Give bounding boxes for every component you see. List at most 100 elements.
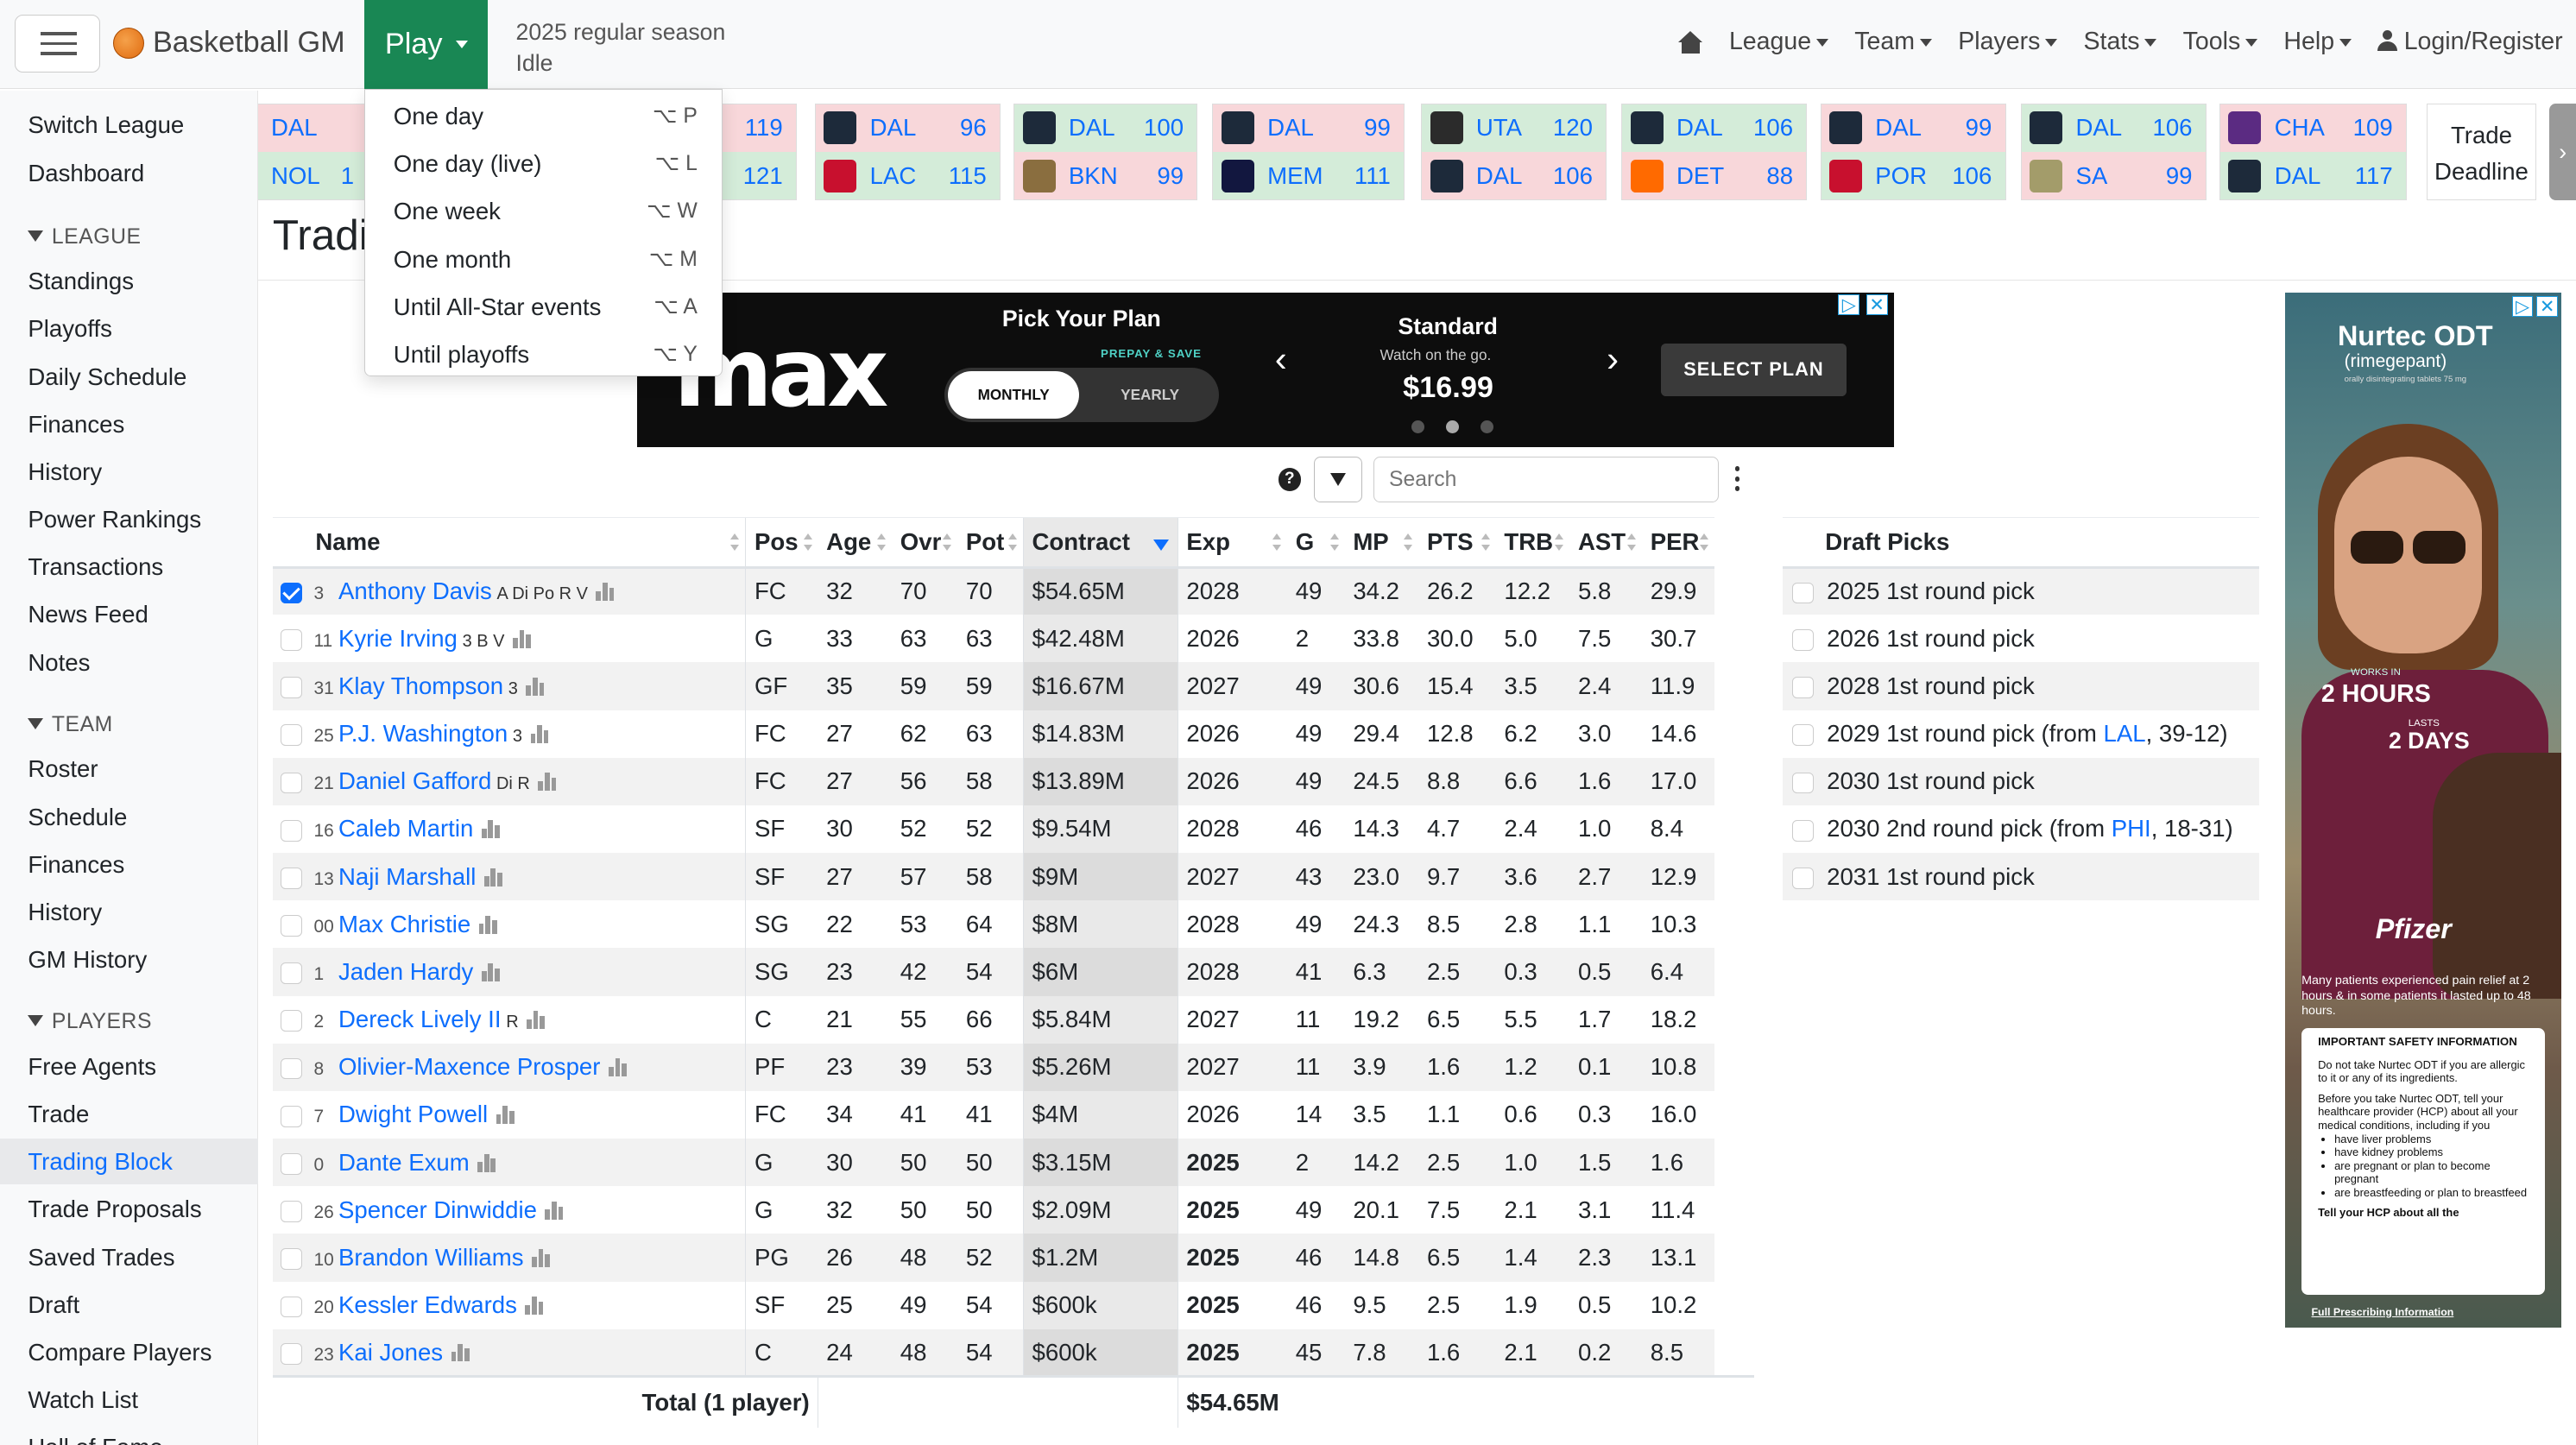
game-box[interactable]: DAL 106 DET 88 bbox=[1621, 103, 1808, 201]
column-header-name[interactable]: Name bbox=[272, 517, 746, 569]
stats-bar-chart-icon[interactable] bbox=[526, 676, 546, 696]
sidebar-item-trade[interactable]: Trade bbox=[28, 1101, 90, 1127]
player-name-link[interactable]: Dante Exum bbox=[338, 1148, 470, 1176]
team-abbrev[interactable]: DAL bbox=[270, 114, 318, 142]
nav-stats[interactable]: Stats bbox=[2084, 28, 2157, 56]
trade-checkbox[interactable] bbox=[281, 677, 303, 699]
sidebar-item-daily-schedule[interactable]: Daily Schedule bbox=[28, 363, 187, 390]
trade-checkbox[interactable] bbox=[281, 1248, 303, 1271]
sidebar-item-power-rankings[interactable]: Power Rankings bbox=[28, 506, 202, 533]
more-options-icon[interactable] bbox=[1734, 466, 1742, 495]
player-name-link[interactable]: Anthony Davis bbox=[338, 577, 492, 605]
team-abbrev[interactable]: BKN bbox=[1068, 161, 1118, 189]
trade-checkbox[interactable] bbox=[281, 819, 303, 842]
chevron-left-icon[interactable]: ‹ bbox=[1274, 338, 1287, 379]
select-plan-button[interactable]: SELECT PLAN bbox=[1660, 343, 1847, 396]
sidebar-item-draft[interactable]: Draft bbox=[28, 1290, 80, 1318]
stats-bar-chart-icon[interactable] bbox=[532, 1247, 552, 1267]
trade-checkbox[interactable] bbox=[281, 867, 303, 889]
stats-bar-chart-icon[interactable] bbox=[596, 581, 616, 602]
trade-checkbox[interactable] bbox=[281, 772, 303, 794]
player-name-link[interactable]: Brandon Williams bbox=[338, 1244, 524, 1271]
player-name-link[interactable]: Caleb Martin bbox=[338, 815, 474, 842]
game-box[interactable]: DAL NOL 1 bbox=[257, 103, 369, 201]
player-name-link[interactable]: Jaden Hardy bbox=[338, 957, 474, 985]
safety-info-box[interactable]: IMPORTANT SAFETY INFORMATION Do not take… bbox=[2301, 1028, 2545, 1295]
player-name-link[interactable]: Olivier-Maxence Prosper bbox=[338, 1053, 601, 1081]
player-name-link[interactable]: Klay Thompson bbox=[338, 672, 504, 699]
nav-team[interactable]: Team bbox=[1854, 28, 1932, 56]
game-box[interactable]: DAL 99 MEM 111 bbox=[1212, 103, 1405, 201]
player-name-link[interactable]: Kai Jones bbox=[338, 1338, 444, 1366]
game-box[interactable]: DAL 106 SA 99 bbox=[2020, 103, 2207, 201]
column-header-trb[interactable]: TRB bbox=[1495, 517, 1570, 569]
team-abbrev[interactable]: NOL bbox=[270, 161, 320, 189]
monthly-option[interactable]: MONTHLY bbox=[948, 371, 1080, 420]
sidebar-item-trade-proposals[interactable]: Trade Proposals bbox=[28, 1196, 202, 1223]
sidebar-item-standings[interactable]: Standings bbox=[28, 268, 135, 295]
scoreboard-next-button[interactable]: › bbox=[2549, 103, 2576, 201]
yearly-option[interactable]: YEARLY bbox=[1121, 386, 1179, 403]
team-abbrev[interactable]: CHA bbox=[2274, 114, 2325, 142]
column-header-pos[interactable]: Pos bbox=[745, 517, 818, 569]
team-abbrev[interactable]: LAC bbox=[869, 161, 917, 189]
column-header-g[interactable]: G bbox=[1287, 517, 1345, 569]
carousel-dot[interactable] bbox=[1480, 420, 1493, 434]
stats-bar-chart-icon[interactable] bbox=[481, 962, 502, 981]
draft-pick-checkbox[interactable] bbox=[1792, 677, 1814, 699]
team-abbrev[interactable]: DAL bbox=[1267, 114, 1314, 142]
player-name-link[interactable]: Kessler Edwards bbox=[338, 1291, 517, 1319]
brand-logo[interactable]: Basketball GM bbox=[113, 26, 345, 60]
nav-help[interactable]: Help bbox=[2283, 28, 2352, 56]
column-header-pts[interactable]: PTS bbox=[1418, 517, 1496, 569]
stats-bar-chart-icon[interactable] bbox=[451, 1342, 471, 1362]
sidebar-item-roster[interactable]: Roster bbox=[28, 755, 98, 783]
sidebar-item-dashboard[interactable]: Dashboard bbox=[28, 159, 145, 186]
play-menu-button[interactable]: Play bbox=[364, 0, 489, 89]
home-icon[interactable] bbox=[1677, 30, 1703, 54]
sidebar-item-playoffs[interactable]: Playoffs bbox=[28, 315, 112, 343]
stats-bar-chart-icon[interactable] bbox=[483, 867, 504, 887]
trade-checkbox[interactable] bbox=[281, 1296, 303, 1318]
adchoices-icon[interactable]: ▷ bbox=[1838, 293, 1860, 316]
player-name-link[interactable]: Kyrie Irving bbox=[338, 624, 458, 652]
team-abbrev[interactable]: DAL bbox=[1068, 114, 1115, 142]
stats-bar-chart-icon[interactable] bbox=[477, 1152, 497, 1172]
sidebar-item-watch-list[interactable]: Watch List bbox=[28, 1386, 139, 1414]
trade-checkbox[interactable] bbox=[281, 629, 303, 651]
carousel-dot[interactable] bbox=[1411, 420, 1424, 434]
trade-checkbox[interactable] bbox=[281, 1105, 303, 1127]
team-abbrev[interactable]: MEM bbox=[1267, 161, 1323, 189]
sidebar-item-gm-history[interactable]: GM History bbox=[28, 946, 148, 974]
team-abbrev[interactable]: DAL bbox=[1676, 114, 1723, 142]
team-abbrev[interactable]: DAL bbox=[1875, 114, 1922, 142]
stats-bar-chart-icon[interactable] bbox=[496, 1105, 516, 1125]
trade-checkbox[interactable] bbox=[281, 1201, 303, 1222]
trade-checkbox[interactable] bbox=[281, 1153, 303, 1175]
stats-bar-chart-icon[interactable] bbox=[527, 1009, 546, 1030]
sidebar-item-finances[interactable]: Finances bbox=[28, 410, 125, 438]
team-abbrev[interactable]: DAL bbox=[1475, 161, 1523, 189]
stats-bar-chart-icon[interactable] bbox=[538, 771, 558, 792]
trade-checkbox[interactable] bbox=[281, 582, 303, 604]
nurtec-advertisement[interactable]: Nurtec ODT (rimegepant) orally disintegr… bbox=[2285, 292, 2561, 1328]
help-icon[interactable]: ? bbox=[1278, 468, 1302, 491]
column-header-ovr[interactable]: Ovr bbox=[892, 517, 958, 569]
chevron-right-icon[interactable]: › bbox=[1607, 338, 1619, 379]
nav-league[interactable]: League bbox=[1729, 28, 1828, 56]
draft-pick-checkbox[interactable] bbox=[1792, 724, 1814, 747]
team-abbrev[interactable]: DAL bbox=[2075, 114, 2123, 142]
stats-bar-chart-icon[interactable] bbox=[608, 1057, 628, 1077]
draft-pick-checkbox[interactable] bbox=[1792, 819, 1814, 842]
search-input[interactable] bbox=[1373, 457, 1719, 503]
player-name-link[interactable]: Max Christie bbox=[338, 910, 471, 937]
sidebar-item-saved-trades[interactable]: Saved Trades bbox=[28, 1243, 175, 1271]
stats-bar-chart-icon[interactable] bbox=[530, 723, 551, 743]
sidebar-item-hall-of-fame[interactable]: Hall of Fame bbox=[28, 1434, 162, 1445]
draft-pick-checkbox[interactable] bbox=[1792, 867, 1814, 889]
stats-bar-chart-icon[interactable] bbox=[525, 1295, 545, 1316]
sidebar-toggle-button[interactable] bbox=[15, 15, 101, 73]
team-abbrev[interactable]: DAL bbox=[869, 114, 917, 142]
player-name-link[interactable]: Naji Marshall bbox=[338, 862, 477, 890]
player-name-link[interactable]: Dereck Lively II bbox=[338, 1006, 502, 1033]
